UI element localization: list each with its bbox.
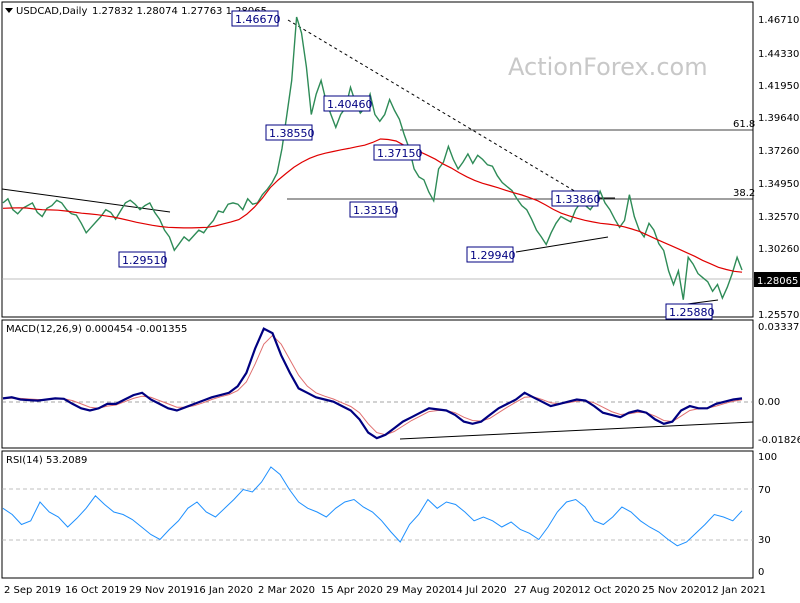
macd-y-tick: 0.00 xyxy=(758,397,780,408)
x-tick-label: 14 Jul 2020 xyxy=(450,585,507,596)
x-tick-label: 15 Apr 2020 xyxy=(321,585,383,596)
y-tick-label: 1.41950 xyxy=(758,81,799,92)
x-tick-label: 29 Nov 2019 xyxy=(129,585,193,596)
rsi-y-tick: 100 xyxy=(758,452,777,463)
y-tick-label: 1.44330 xyxy=(758,49,799,60)
macd-y-tick: 0.03337 xyxy=(758,322,799,333)
x-tick-label: 29 May 2020 xyxy=(386,585,451,596)
rsi-y-tick: 0 xyxy=(758,567,764,578)
swing-label-137150: 1.37150 xyxy=(373,144,423,161)
rsi-title: RSI(14) 53.2089 xyxy=(6,455,87,466)
swing-label-text: 1.25880 xyxy=(669,306,715,319)
swing-label-text: 1.29510 xyxy=(122,254,168,267)
y-tick-label: 1.30260 xyxy=(758,244,799,255)
swing-label-text: 1.29940 xyxy=(470,249,516,262)
y-tick-label: 1.37260 xyxy=(758,146,799,157)
y-tick-label: 1.25570 xyxy=(758,310,799,321)
rsi-series xyxy=(2,466,743,547)
y-tick-label: 1.46710 xyxy=(758,15,799,26)
ohlc-values: 1.27832 1.28074 1.27763 1.28065 xyxy=(92,6,267,17)
macd-trendline xyxy=(399,421,754,440)
fib-618-label: 61.8 xyxy=(733,119,755,130)
rsi-y-tick: 70 xyxy=(758,485,771,496)
x-tick-label: 25 Nov 2020 xyxy=(642,585,706,596)
swing-label-133150: 1.33150 xyxy=(349,201,399,218)
swing-label-129510: 1.29510 xyxy=(118,251,168,268)
x-tick-label: 2 Sep 2019 xyxy=(4,585,61,596)
x-tick-label: 16 Jan 2020 xyxy=(193,585,253,596)
y-tick-label: 1.34950 xyxy=(758,179,799,190)
current-price-tag-text: 1.28065 xyxy=(757,276,798,287)
swing-label-138550: 1.38550 xyxy=(265,124,315,141)
rsi-panel xyxy=(1,450,754,579)
x-tick-label: 2 Mar 2020 xyxy=(258,585,315,596)
swing-label-140460: 1.40460 xyxy=(323,95,373,112)
swing-label-text: 1.46670 xyxy=(235,13,281,26)
moving-average-series xyxy=(2,138,743,273)
symbol-label: USDCAD,Daily xyxy=(16,6,87,17)
price-y-axis: 1.46710 1.44330 1.41950 1.39640 1.37260 … xyxy=(758,15,799,321)
y-tick-label: 1.39640 xyxy=(758,113,799,124)
rsi-y-tick: 30 xyxy=(758,535,771,546)
x-tick-label: 12 Oct 2020 xyxy=(578,585,640,596)
swing-label-125880: 1.25880 xyxy=(665,303,715,320)
date-x-axis: 2 Sep 2019 16 Oct 2019 29 Nov 2019 16 Ja… xyxy=(4,585,766,596)
x-tick-label: 16 Oct 2019 xyxy=(65,585,127,596)
macd-series xyxy=(2,327,743,440)
x-tick-label: 12 Jan 2021 xyxy=(706,585,766,596)
y-tick-label: 1.32570 xyxy=(758,212,799,223)
downtrend-line xyxy=(287,19,599,206)
current-price-tag xyxy=(754,272,800,287)
swing-label-text: 1.38550 xyxy=(269,127,315,140)
swing-label-129940: 1.29940 xyxy=(466,246,516,263)
swing-label-text: 1.33860 xyxy=(555,193,601,206)
swing-label-text: 1.40460 xyxy=(327,98,373,111)
swing-label-146670: 1.46670 xyxy=(231,10,281,27)
macd-title: MACD(12,26,9) 0.000454 -0.001355 xyxy=(6,324,187,335)
dropdown-triangle-icon[interactable] xyxy=(5,8,13,13)
macd-panel xyxy=(1,319,754,449)
swing-label-text: 1.33150 xyxy=(353,204,399,217)
watermark: ActionForex.com xyxy=(508,53,708,81)
fib-382-label: 38.2 xyxy=(733,188,755,199)
macd-signal-series xyxy=(2,334,743,436)
macd-y-tick: -0.018262 xyxy=(758,435,800,446)
swing-label-133860: 1.33860 xyxy=(551,190,601,207)
x-tick-label: 27 Aug 2020 xyxy=(514,585,578,596)
swing-label-text: 1.37150 xyxy=(377,147,423,160)
channel-line-lower xyxy=(515,236,609,253)
